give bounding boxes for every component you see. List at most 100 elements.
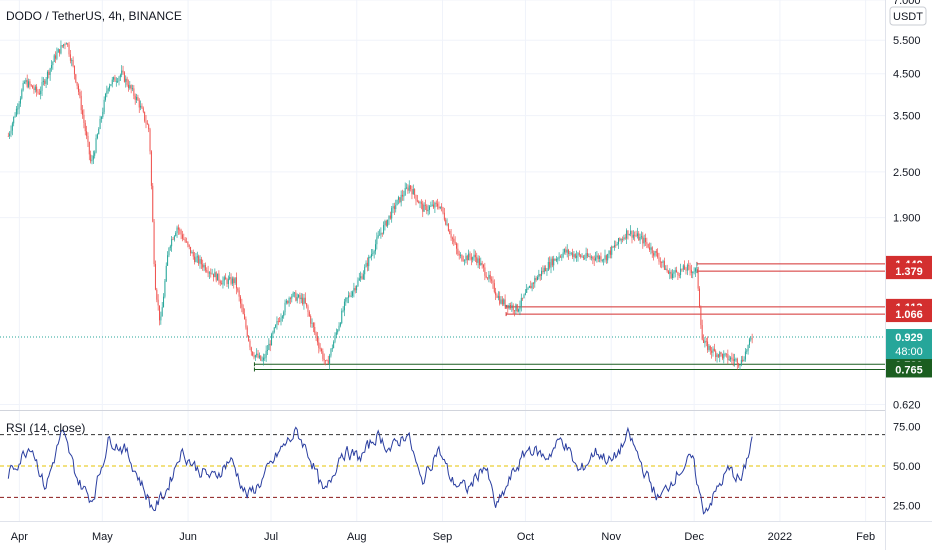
candle: [599, 255, 601, 263]
candle: [503, 298, 505, 306]
currency-unit-box[interactable]: USDT: [889, 6, 927, 26]
candle: [569, 251, 571, 257]
level-price-label: 0.765: [886, 361, 932, 378]
horizontal-levels[interactable]: [0, 261, 885, 372]
candle: [226, 277, 228, 288]
candle: [299, 292, 301, 304]
candle: [636, 227, 638, 239]
rsi-tick-label: 50.00: [893, 461, 921, 473]
candle: [71, 58, 73, 67]
candle: [682, 264, 684, 272]
x-tick-label: Dec: [684, 531, 704, 543]
candle: [536, 275, 538, 281]
candle: [596, 250, 598, 263]
rsi-pane[interactable]: [0, 426, 885, 515]
x-tick-label: May: [92, 531, 113, 543]
candle: [55, 51, 57, 63]
candle: [530, 280, 532, 289]
candle: [670, 269, 672, 280]
candle: [316, 331, 318, 346]
x-tick-label: Jun: [179, 531, 197, 543]
candle: [187, 241, 189, 248]
candle: [739, 364, 741, 370]
candle: [92, 150, 94, 164]
y-tick-label: 5.500: [893, 35, 921, 47]
candle: [376, 232, 378, 250]
candle: [717, 353, 719, 358]
candle: [202, 259, 204, 271]
candle: [203, 263, 205, 272]
candle: [100, 116, 102, 123]
candle: [249, 339, 251, 351]
candle: [25, 77, 27, 85]
candle: [541, 267, 543, 280]
candle: [449, 229, 451, 235]
y-tick-label: 7.000: [893, 0, 921, 7]
candle: [700, 305, 702, 329]
candle: [543, 265, 545, 275]
candle: [485, 272, 487, 279]
candle: [208, 271, 210, 280]
candle: [662, 259, 664, 268]
candle: [46, 70, 48, 85]
candle: [115, 77, 117, 87]
candle: [671, 269, 673, 280]
candle: [314, 322, 316, 335]
candle: [372, 249, 374, 257]
candle: [712, 346, 714, 357]
candle: [45, 76, 47, 88]
candle: [121, 65, 123, 78]
candle: [370, 249, 372, 261]
candle: [573, 250, 575, 262]
candle: [52, 61, 54, 70]
candle: [156, 287, 158, 303]
candle: [445, 217, 447, 226]
rsi-tick-label: 25.00: [893, 500, 921, 512]
candle: [179, 227, 181, 235]
candle: [493, 279, 495, 294]
candle: [674, 267, 676, 278]
level-price-label: 1.379: [886, 263, 932, 280]
time-axis[interactable]: Apr May Jun Jul Aug Sep Oct Nov Dec 2022 Feb: [11, 531, 875, 543]
candle: [130, 84, 132, 94]
candle: [221, 280, 223, 285]
candle: [659, 257, 661, 268]
candle: [138, 98, 140, 113]
candle: [21, 88, 23, 100]
candles: [7, 40, 753, 370]
candle: [457, 243, 459, 256]
candle: [437, 198, 439, 210]
candle: [520, 293, 522, 312]
candle: [589, 253, 591, 260]
candle: [49, 67, 51, 81]
candle: [492, 276, 494, 289]
candle: [64, 42, 66, 50]
candle: [616, 241, 618, 246]
x-tick-label: Jul: [264, 531, 278, 543]
candle: [630, 225, 632, 237]
candle: [605, 254, 607, 264]
svg-text:1.066: 1.066: [895, 309, 923, 321]
candle: [704, 337, 706, 348]
candle: [538, 269, 540, 280]
candle: [133, 85, 135, 100]
candle: [484, 262, 486, 281]
price-axis[interactable]: 7.000 5.500 4.500 3.500 2.500 1.900 0.620 75.00…: [893, 0, 921, 512]
candle: [478, 255, 480, 269]
candle: [266, 344, 268, 356]
candle: [17, 103, 19, 115]
candle: [311, 318, 313, 328]
candle: [535, 276, 537, 282]
candle: [570, 252, 572, 256]
candle: [743, 356, 745, 362]
candle: [142, 106, 144, 114]
candle: [690, 264, 692, 279]
candle: [250, 346, 252, 356]
candle: [651, 246, 653, 258]
candle: [627, 230, 629, 240]
candle: [207, 265, 209, 278]
candle: [740, 356, 742, 367]
candle: [303, 294, 305, 310]
candle: [519, 300, 521, 316]
